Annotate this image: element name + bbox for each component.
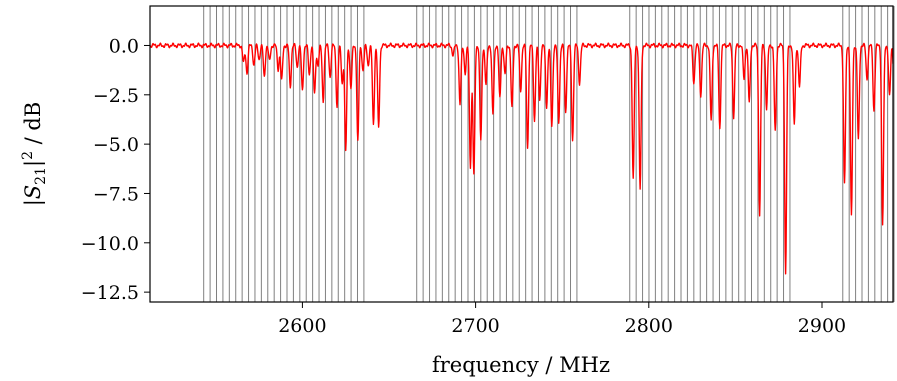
x-tick-label: 2700	[451, 315, 499, 337]
resonance-marker-lines	[203, 6, 895, 302]
y-tick-label: −10.0	[81, 233, 139, 255]
y-tick-label: 0.0	[109, 35, 139, 57]
x-tick-label: 2600	[278, 315, 326, 337]
y-axis: 0.0 −2.5 −5.0 −7.5 −10.0 −12.5	[81, 35, 150, 304]
y-tick-label: −2.5	[93, 85, 139, 107]
y-tick-label: −12.5	[81, 282, 139, 304]
y-tick-label: −7.5	[93, 183, 139, 205]
x-axis-label: frequency / MHz	[432, 353, 610, 377]
y-axis-label: |S21|2 / dB	[20, 102, 49, 207]
plot-frame	[149, 5, 894, 303]
s21-trace	[150, 43, 893, 274]
x-axis: 26002700280029003000	[278, 302, 846, 337]
x-tick-label: 2900	[798, 315, 846, 337]
x-tick-label: 2800	[625, 315, 673, 337]
y-tick-label: −5.0	[93, 134, 139, 156]
